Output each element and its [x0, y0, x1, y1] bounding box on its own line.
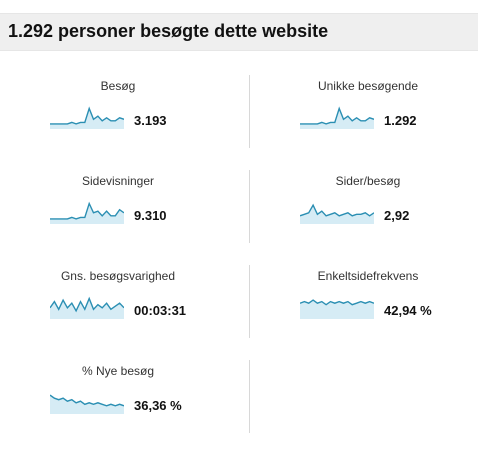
metric-value: 36,36 %: [134, 398, 182, 413]
sparkline: [50, 296, 124, 319]
metric-pageviews[interactable]: Sidevisninger 9.310: [48, 174, 248, 254]
metric-avg-visit-duration[interactable]: Gns. besøgsvarighed 00:03:31: [48, 269, 248, 349]
metric-new-visits[interactable]: % Nye besøg 36,36 %: [48, 364, 248, 444]
metric-value: 9.310: [134, 208, 167, 223]
metric-value: 2,92: [384, 208, 410, 223]
sparkline-area: [50, 298, 124, 319]
column-divider: [249, 170, 250, 243]
metric-label: Sidevisninger: [81, 174, 155, 188]
sparkline-line: [50, 106, 124, 125]
sparkline: [50, 394, 124, 414]
column-divider: [249, 265, 250, 338]
visitors-header: 1.292 personer besøgte dette website: [0, 13, 478, 51]
sparkline-line: [300, 106, 374, 125]
metric-label: Besøg: [100, 79, 136, 93]
metric-label: Sider/besøg: [335, 174, 401, 188]
sparkline: [300, 299, 374, 319]
sparkline-area: [50, 395, 124, 414]
sparkline-area: [50, 108, 124, 129]
sparkline-area: [50, 203, 124, 224]
metric-unique-visitors[interactable]: Unikke besøgende 1.292: [298, 79, 478, 159]
metric-label: Enkeltsidefrekvens: [317, 269, 419, 283]
sparkline: [300, 203, 374, 224]
sparkline-line: [300, 203, 374, 217]
metric-label: % Nye besøg: [81, 364, 155, 378]
column-divider: [249, 75, 250, 148]
sparkline: [50, 106, 124, 129]
metric-label: Unikke besøgende: [317, 79, 419, 93]
metric-value: 1.292: [384, 113, 417, 128]
metric-value: 42,94 %: [384, 303, 432, 318]
metric-bounce-rate[interactable]: Enkeltsidefrekvens 42,94 %: [298, 269, 478, 349]
sparkline: [50, 201, 124, 224]
metric-value: 3.193: [134, 113, 167, 128]
sparkline-line: [50, 201, 124, 220]
metric-label: Gns. besøgsvarighed: [60, 269, 176, 283]
metric-visits[interactable]: Besøg 3.193: [48, 79, 248, 159]
sparkline-area: [300, 300, 374, 319]
metric-pages-per-visit[interactable]: Sider/besøg 2,92: [298, 174, 478, 254]
sparkline-line: [300, 299, 374, 306]
sparkline-area: [300, 108, 374, 129]
sparkline-line: [50, 394, 124, 407]
sparkline-line: [50, 296, 124, 313]
column-divider: [249, 360, 250, 433]
page-title: 1.292 personer besøgte dette website: [8, 21, 329, 41]
sparkline: [300, 106, 374, 129]
metric-value: 00:03:31: [134, 303, 187, 318]
